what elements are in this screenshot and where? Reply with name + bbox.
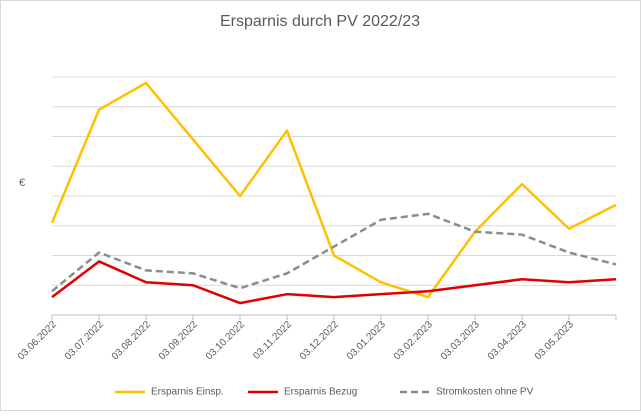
series-line: [50, 81, 617, 299]
chart-title: Ersparnis durch PV 2022/23: [220, 13, 420, 30]
legend-label: Ersparnis Einsp.: [151, 387, 224, 398]
series-line: [51, 260, 617, 305]
y-axis-label: €: [19, 177, 25, 189]
legend-label: Ersparnis Bezug: [284, 387, 357, 398]
legend-label: Stromkosten ohne PV: [436, 387, 534, 398]
series-line: [51, 212, 617, 293]
